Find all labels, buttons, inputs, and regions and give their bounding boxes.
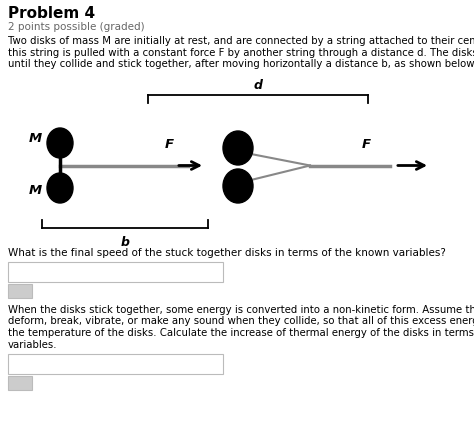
Bar [8,376,32,390]
Text: variables.: variables. [8,339,57,350]
Text: deform, break, vibrate, or make any sound when they collide, so that all of this: deform, break, vibrate, or make any soun… [8,316,474,327]
Text: M: M [29,133,42,145]
Ellipse shape [223,131,253,165]
Ellipse shape [47,128,73,158]
Text: M: M [29,183,42,197]
Text: F: F [165,138,174,152]
Ellipse shape [223,169,253,203]
Text: F: F [362,138,371,152]
Text: b: b [120,236,129,249]
Text: until they collide and stick together, after moving horizontally a distance b, a: until they collide and stick together, a… [8,59,474,69]
Bar [8,354,223,374]
Text: When the disks stick together, some energy is converted into a non-kinetic form.: When the disks stick together, some ener… [8,305,474,315]
Bar [8,284,32,298]
Text: Two disks of mass M are initially at rest, and are connected by a string attache: Two disks of mass M are initially at res… [8,36,474,46]
Text: Problem 4: Problem 4 [8,6,95,21]
Ellipse shape [47,173,73,203]
Text: this string is pulled with a constant force F by another string through a distan: this string is pulled with a constant fo… [8,47,474,57]
Text: What is the final speed of the stuck together disks in terms of the known variab: What is the final speed of the stuck tog… [8,248,446,258]
Text: 2 points possible (graded): 2 points possible (graded) [8,22,145,32]
Text: d: d [254,79,263,92]
Bar [8,262,223,282]
Text: the temperature of the disks. Calculate the increase of thermal energy of the di: the temperature of the disks. Calculate … [8,328,474,338]
